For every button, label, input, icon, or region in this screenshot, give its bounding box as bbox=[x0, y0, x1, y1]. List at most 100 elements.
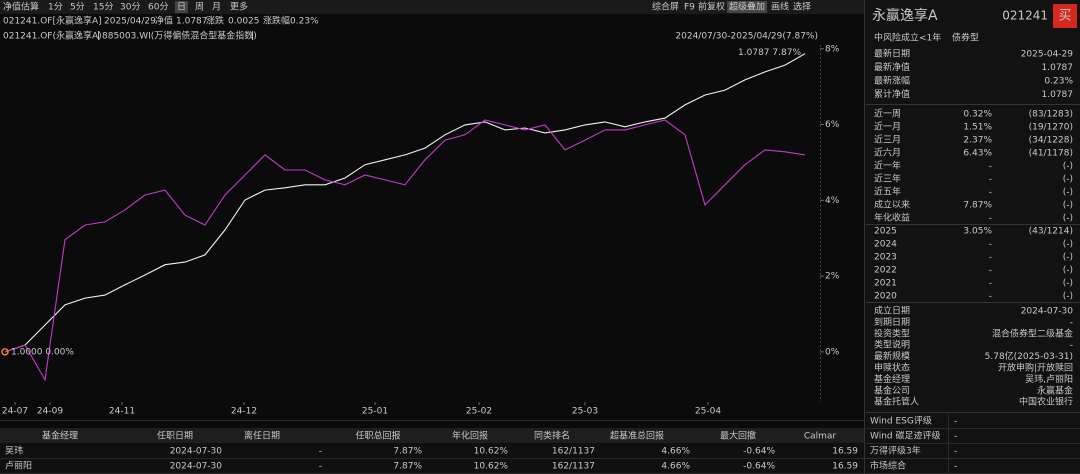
perf-rank: (-) bbox=[1063, 201, 1073, 211]
perf-value: - bbox=[989, 240, 992, 250]
toolbar-item[interactable]: 超级叠加 bbox=[729, 1, 765, 13]
rating-label: Wind ESG评级 bbox=[870, 415, 932, 427]
perf-rank: (-) bbox=[1063, 279, 1073, 289]
table-cell: -0.64% bbox=[743, 462, 775, 472]
perf-label: 2020 bbox=[874, 292, 897, 302]
info-label: 基金公司 bbox=[874, 384, 910, 396]
rating-label: 市场综合 bbox=[870, 460, 906, 472]
perf-rank: (43/1214) bbox=[1029, 227, 1073, 237]
toolbar-item[interactable]: 综合屏 bbox=[652, 1, 679, 13]
fund-tag: 中风险 bbox=[874, 32, 901, 44]
perf-rank: (-) bbox=[1063, 240, 1073, 250]
summary-value: 1.0787 bbox=[1042, 90, 1074, 100]
y-tick-label: 8% bbox=[825, 44, 840, 54]
info-value: 永赢基金 bbox=[1037, 384, 1073, 396]
quote-chg: 0.0025 bbox=[228, 17, 260, 27]
table-header: 同类排名 bbox=[534, 430, 570, 442]
rating-value: - bbox=[954, 432, 957, 442]
toolbar-item[interactable]: 30分 bbox=[120, 2, 140, 13]
perf-rank: (34/1228) bbox=[1029, 136, 1073, 146]
side-panel-bg bbox=[865, 0, 1080, 474]
perf-value: - bbox=[989, 279, 992, 289]
perf-value: - bbox=[989, 214, 992, 224]
perf-label: 2024 bbox=[874, 240, 897, 250]
x-tick-label: 24-12 bbox=[231, 407, 257, 417]
info-value: - bbox=[1070, 318, 1073, 328]
perf-label: 近一月 bbox=[874, 121, 901, 133]
annotation: 1.0787 7.87% bbox=[738, 48, 801, 58]
fund-tag: 成立<1年 bbox=[901, 32, 941, 44]
perf-rank: (-) bbox=[1063, 162, 1073, 172]
perf-value: 3.05% bbox=[963, 227, 992, 237]
rating-label: 万得评级3年 bbox=[870, 445, 921, 457]
table-header: 最大回撤 bbox=[720, 430, 756, 442]
toolbar-item[interactable]: 1分 bbox=[48, 2, 63, 13]
toolbar-item[interactable]: 更多 bbox=[230, 1, 248, 13]
table-cell: 162/1137 bbox=[552, 462, 595, 472]
y-tick-label: 4% bbox=[825, 196, 840, 206]
table-cell: 2024-07-30 bbox=[170, 462, 223, 472]
toolbar-item[interactable]: 前复权 bbox=[698, 1, 725, 13]
perf-label: 近五年 bbox=[874, 186, 901, 198]
table-cell: 吴玮 bbox=[5, 445, 23, 457]
table-cell: 2024-07-30 bbox=[170, 447, 223, 457]
info-value: 混合债券型二级基金 bbox=[992, 327, 1073, 339]
toolbar-item[interactable]: 画线 bbox=[771, 1, 789, 13]
legend-entry: 021241.OF(永赢逸享A) bbox=[3, 30, 102, 42]
toolbar-item[interactable]: 5分 bbox=[70, 2, 85, 13]
y-tick-label: 0% bbox=[825, 347, 840, 357]
perf-value: 7.87% bbox=[963, 201, 992, 211]
info-value: 5.78亿(2025-03-31) bbox=[985, 350, 1073, 362]
toolbar-item[interactable]: F9 bbox=[684, 3, 695, 13]
table-cell: 卢丽阳 bbox=[5, 460, 32, 472]
toolbar-item[interactable]: 选择 bbox=[793, 1, 811, 13]
summary-label: 最新涨幅 bbox=[874, 75, 910, 87]
perf-value: - bbox=[989, 266, 992, 276]
table-header: 年化回报 bbox=[452, 430, 488, 442]
quote-pct: 0.23% bbox=[290, 17, 319, 27]
series-line bbox=[4, 53, 806, 353]
perf-label: 近一周 bbox=[874, 108, 901, 120]
info-label: 最新规模 bbox=[874, 350, 910, 362]
summary-value: 0.23% bbox=[1044, 77, 1073, 87]
fund-name: 永赢逸享A bbox=[872, 7, 938, 24]
quote-nav-label: 净值 bbox=[155, 15, 173, 27]
buy-label[interactable]: 买 bbox=[1058, 9, 1071, 24]
rating-value: - bbox=[954, 447, 957, 457]
perf-value: 2.37% bbox=[963, 136, 992, 146]
x-tick-label: 24-07 bbox=[2, 407, 28, 417]
toolbar-item[interactable]: 日 bbox=[177, 2, 186, 13]
perf-value: 6.43% bbox=[963, 149, 992, 159]
toolbar-item[interactable]: 周 bbox=[195, 2, 204, 13]
range-label: 2024/07/30-2025/04/29(7.87%) bbox=[675, 32, 818, 42]
perf-label: 2022 bbox=[874, 266, 897, 276]
toolbar-item[interactable]: 60分 bbox=[148, 2, 168, 13]
summary-label: 最新日期 bbox=[874, 48, 910, 60]
x-tick-label: 25-04 bbox=[695, 407, 721, 417]
toolbar-item[interactable]: 净值估算 bbox=[3, 1, 39, 13]
table-header: 任职总回报 bbox=[355, 430, 400, 442]
x-tick-label: 25-01 bbox=[362, 407, 388, 417]
perf-rank: (19/1270) bbox=[1029, 123, 1073, 133]
legend-entry: 885003.WI(万得偏债混合型基金指数) bbox=[102, 30, 257, 42]
series-line bbox=[4, 119, 806, 382]
toolbar-item[interactable]: 月 bbox=[212, 2, 221, 13]
table-cell: 10.62% bbox=[474, 462, 509, 472]
y-tick-label: 6% bbox=[825, 120, 840, 130]
table-header: 任职日期 bbox=[157, 430, 193, 442]
buy-button[interactable] bbox=[1053, 4, 1077, 28]
perf-rank: (-) bbox=[1063, 188, 1073, 198]
info-label: 申赎状态 bbox=[874, 362, 910, 374]
info-label: 类型说明 bbox=[874, 339, 910, 351]
perf-rank: (-) bbox=[1063, 253, 1073, 263]
info-label: 基金经理 bbox=[874, 373, 910, 385]
annotation: 1.0000 0.00% bbox=[11, 347, 74, 357]
info-value: - bbox=[1070, 341, 1073, 351]
summary-label: 最新净值 bbox=[874, 61, 910, 73]
table-cell: 4.66% bbox=[661, 447, 690, 457]
x-tick-label: 24-09 bbox=[37, 407, 63, 417]
toolbar-item[interactable]: 15分 bbox=[93, 2, 113, 13]
table-cell: 7.87% bbox=[393, 447, 422, 457]
perf-value: 1.51% bbox=[963, 123, 992, 133]
